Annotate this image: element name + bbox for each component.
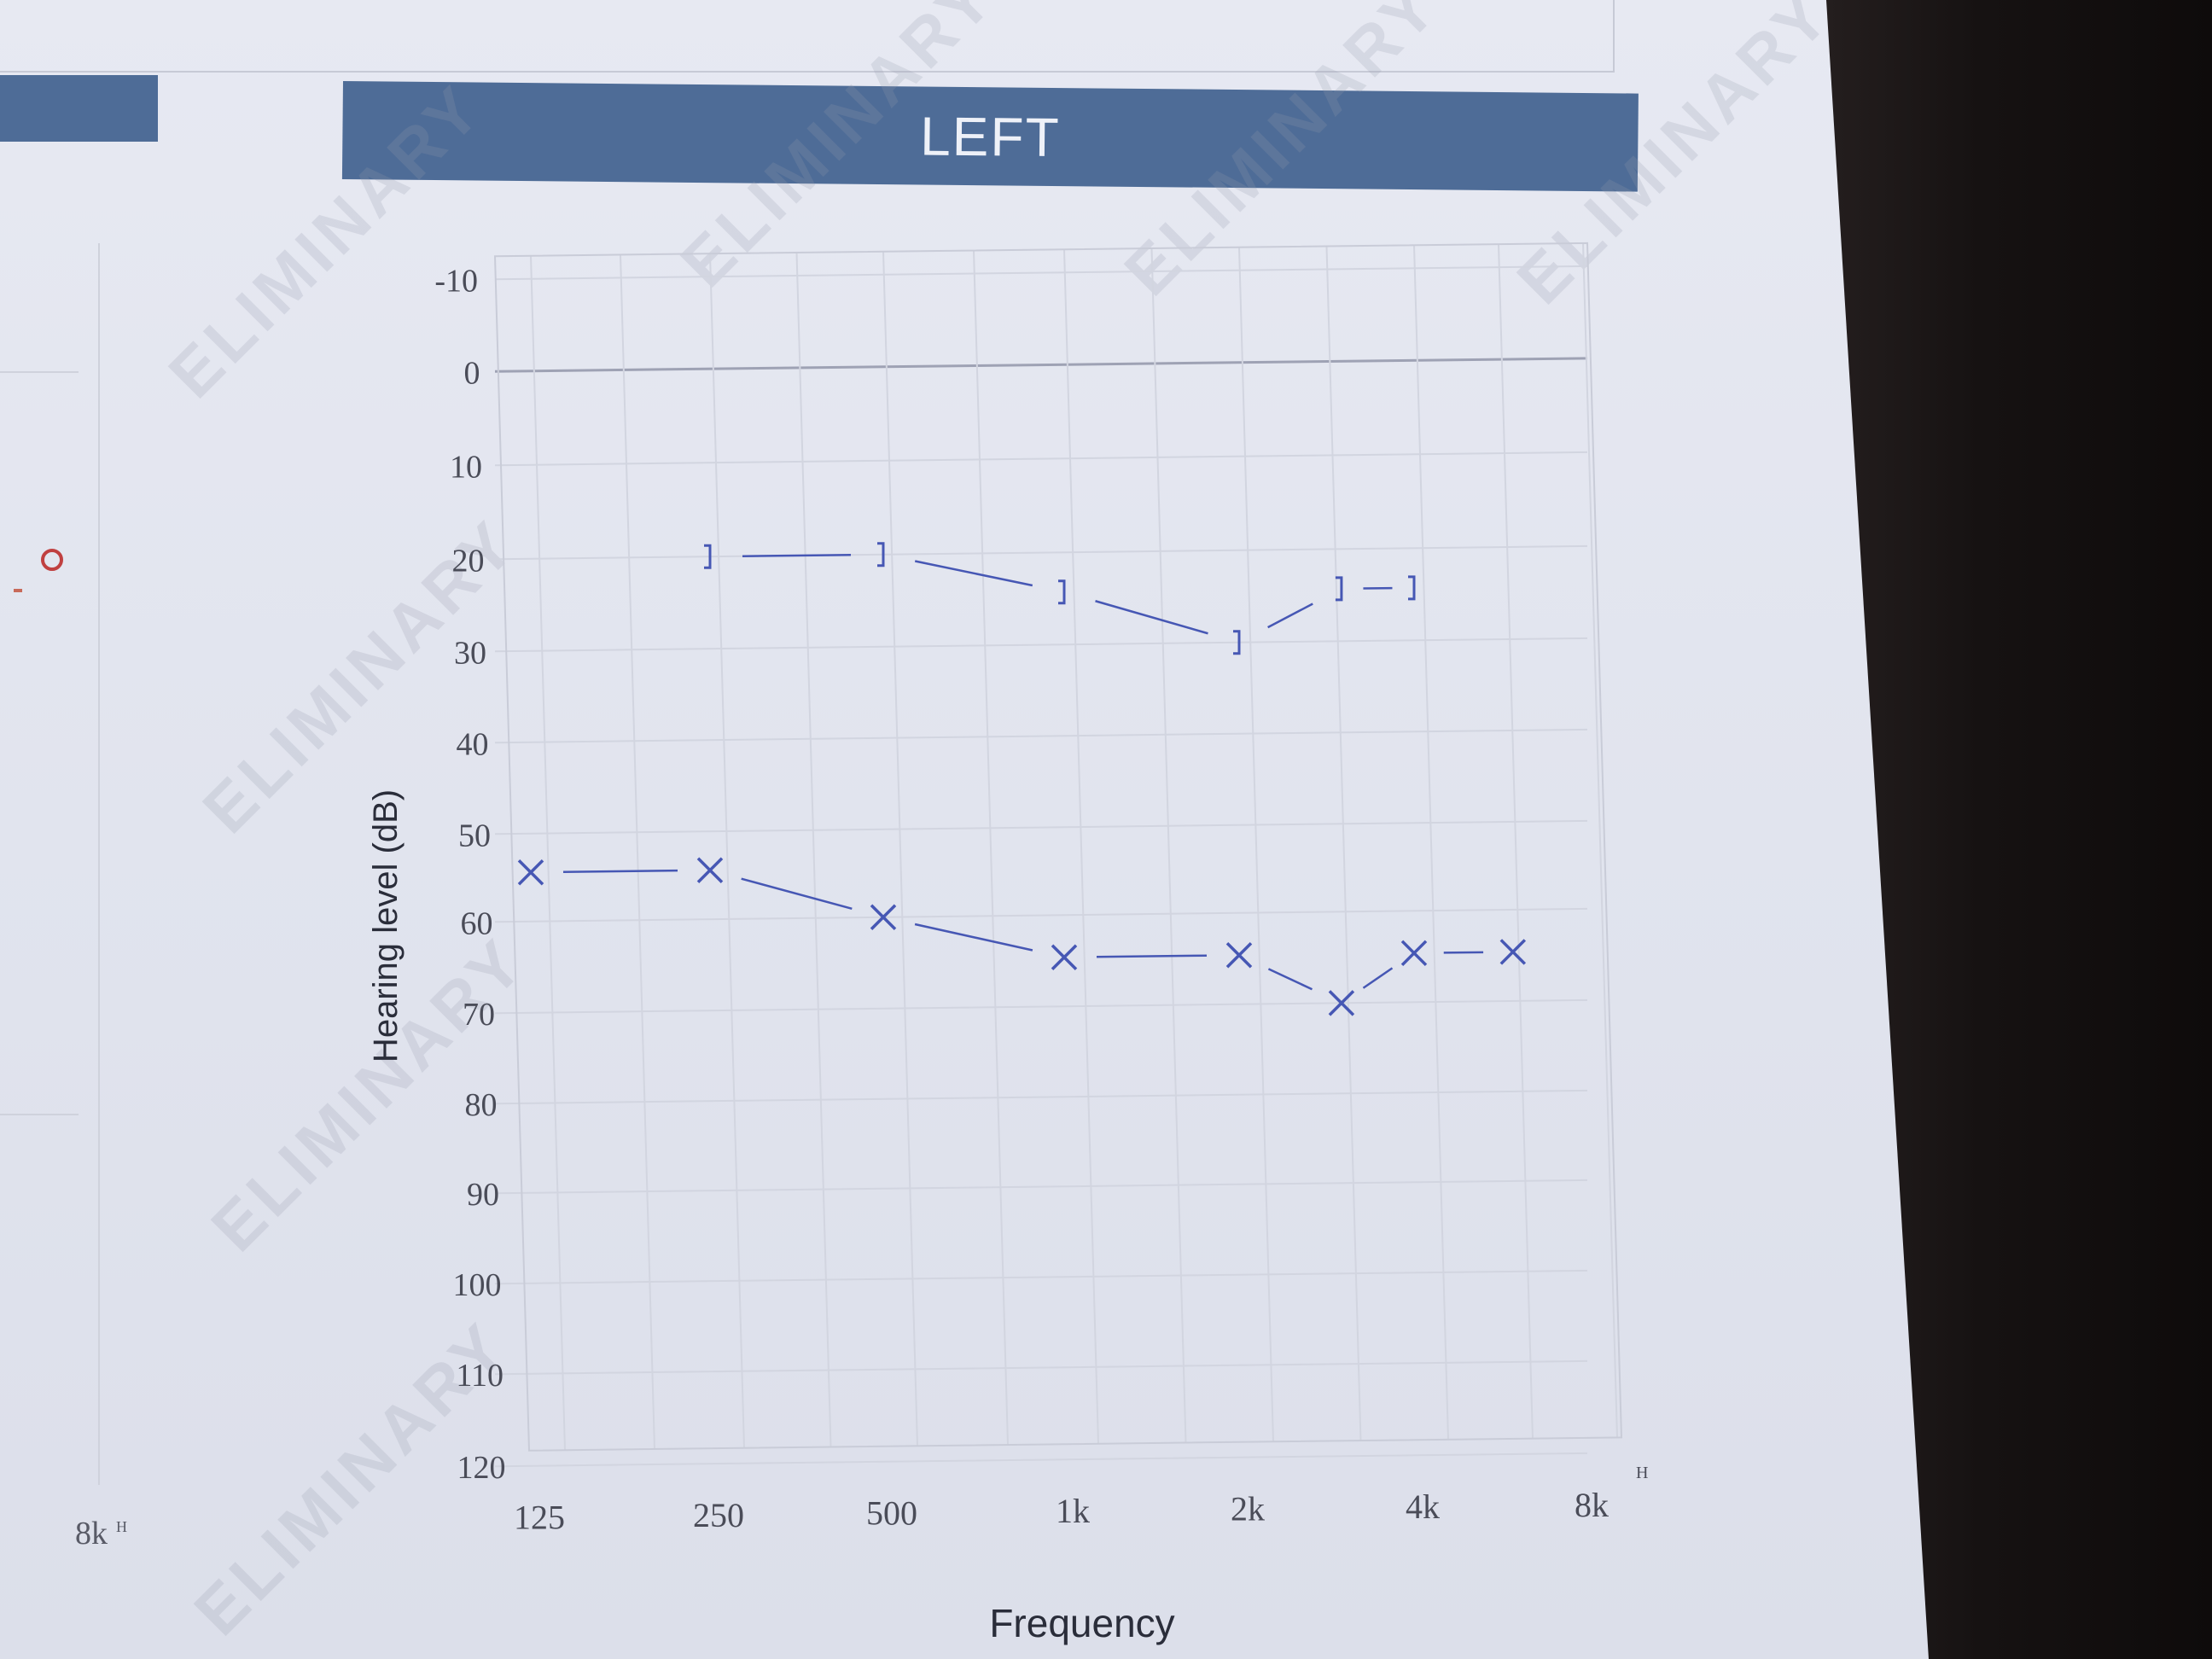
bone-conduction-marker — [1233, 630, 1241, 655]
gridline — [0, 371, 79, 373]
gridline — [494, 1452, 1588, 1468]
gridline — [1582, 242, 1618, 1438]
y-tick-label: 120 — [457, 1450, 506, 1486]
bone-conduction-marker — [877, 542, 885, 568]
chart-grid — [493, 242, 1623, 1468]
gridline — [709, 253, 745, 1448]
series-line — [1362, 967, 1394, 989]
x-marker-stroke — [1328, 990, 1355, 1016]
bone-conduction-marker — [1408, 575, 1416, 601]
series-line — [914, 923, 1033, 952]
y-tick-label: 70 — [463, 997, 495, 1033]
series-line — [914, 560, 1033, 587]
right-ear-marker-dash — [14, 589, 22, 592]
gridline — [795, 252, 832, 1447]
gridline — [494, 998, 1588, 1015]
x-tick-label: 4k — [1406, 1487, 1440, 1526]
y-tick-label: 100 — [453, 1267, 502, 1303]
gridline — [494, 728, 1588, 744]
series-line — [741, 877, 853, 911]
gridline — [494, 357, 1588, 373]
x-tick-label: 2k — [1231, 1490, 1265, 1528]
gridline — [882, 251, 918, 1447]
gridline — [494, 265, 1588, 281]
chart-series — [517, 542, 1527, 1016]
gridline — [494, 451, 1588, 467]
gridline — [494, 1179, 1588, 1195]
y-tick-label: 10 — [450, 449, 482, 485]
x-tick-label: 125 — [514, 1499, 565, 1537]
y-tick-label: 80 — [465, 1087, 498, 1123]
left-panel-tick-label: 8k H — [75, 1516, 127, 1551]
gridline — [1498, 244, 1534, 1439]
gridline — [973, 250, 1009, 1446]
series-line — [1443, 951, 1484, 954]
gridline — [494, 1089, 1588, 1105]
series-line — [1267, 968, 1313, 991]
gridline — [1413, 245, 1449, 1440]
y-tick-label: 30 — [454, 635, 486, 671]
x-marker-stroke — [1499, 939, 1527, 965]
gridline — [1063, 249, 1099, 1444]
x-tick-label: 1k — [1056, 1492, 1090, 1530]
y-tick-label: -10 — [434, 263, 478, 299]
x-marker — [1328, 990, 1355, 1016]
series-line — [1095, 600, 1208, 635]
gridline — [494, 544, 1588, 561]
x-marker-stroke — [696, 857, 724, 883]
gridline — [494, 637, 1588, 653]
x-axis-title: Frequency — [989, 1601, 1174, 1645]
gridline — [494, 907, 1588, 923]
y-axis-title: Hearing level (dB) — [367, 789, 405, 1062]
x-marker-stroke — [1051, 944, 1078, 970]
audiogram-page: LEFT 8k H ELIMINARY ELIMINARY ELIMINARY E… — [0, 0, 1929, 1659]
x-tick-label: 500 — [866, 1494, 917, 1533]
y-tick-label: 90 — [467, 1177, 499, 1213]
gridline — [494, 1269, 1588, 1285]
x-marker — [517, 859, 544, 886]
plot-frame — [493, 242, 1623, 1452]
bone-conduction-marker — [1058, 579, 1066, 605]
y-tick-label: 60 — [461, 905, 493, 941]
gridline — [494, 1359, 1588, 1376]
gridline — [1150, 247, 1187, 1443]
series-line — [742, 553, 852, 558]
x-marker-stroke — [1400, 940, 1428, 967]
x-marker-stroke — [1225, 942, 1253, 969]
series-line — [1096, 954, 1208, 958]
y-tick-label: 50 — [458, 818, 491, 853]
gridline — [530, 255, 566, 1451]
gridline — [494, 819, 1588, 835]
right-ear-chart-fragment — [0, 243, 100, 1485]
x-marker-stroke — [870, 904, 897, 931]
series-line — [1267, 602, 1313, 629]
bone-conduction-marker — [1335, 576, 1343, 602]
gridline — [0, 1114, 79, 1115]
gridline — [620, 254, 655, 1450]
x-marker — [1225, 942, 1253, 969]
y-tick-label: 110 — [456, 1358, 504, 1394]
y-tick-label: 20 — [452, 543, 485, 579]
x-marker — [696, 857, 724, 883]
x-tick-label: 8k — [1575, 1486, 1609, 1524]
x-marker — [1051, 944, 1078, 970]
y-tick-label: 0 — [464, 355, 480, 391]
y-tick-label: 40 — [457, 726, 489, 762]
x-unit-label: H — [1636, 1464, 1648, 1482]
x-marker — [1400, 940, 1428, 967]
gridline — [1325, 246, 1362, 1441]
x-marker — [1499, 939, 1527, 965]
bone-conduction-marker — [704, 544, 712, 569]
series-line — [562, 869, 678, 874]
x-tick-label: 250 — [693, 1496, 744, 1534]
x-marker — [870, 904, 897, 931]
right-ear-header-bar — [0, 75, 158, 142]
top-section-border — [0, 0, 1615, 73]
x-marker-stroke — [517, 859, 544, 886]
right-ear-marker-circle — [41, 549, 63, 571]
gridline — [1238, 247, 1274, 1442]
